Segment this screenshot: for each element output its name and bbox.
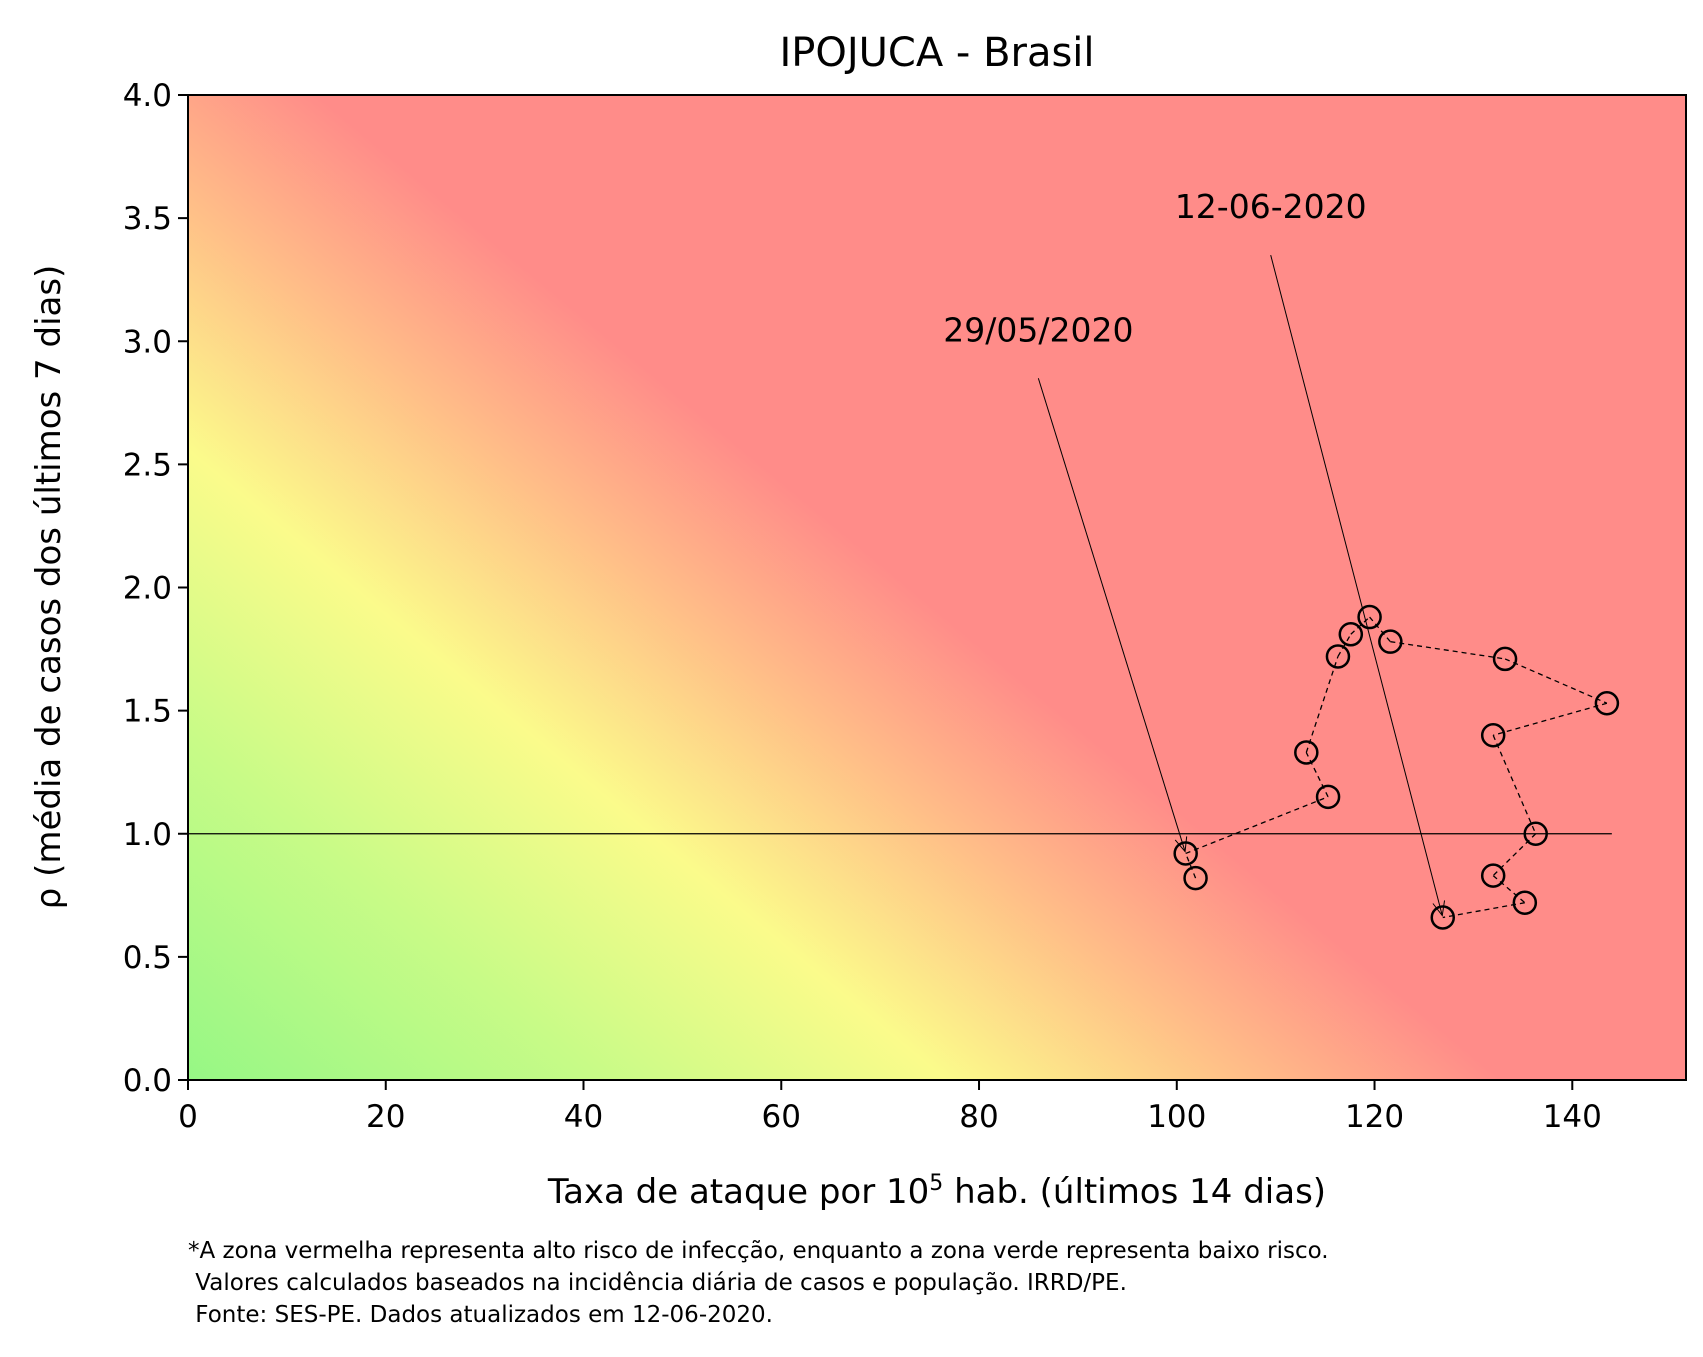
x-tick-label: 40 <box>564 1099 603 1135</box>
annotation-arrows <box>1037 254 1446 917</box>
data-point <box>1378 629 1403 654</box>
annotation-label: 12-06-2020 <box>1175 187 1367 226</box>
y-axis: 0.0 0.5 1.0 1.5 2.0 2.5 3.0 3.5 4.0 <box>123 78 188 1099</box>
y-tick-label: 1.5 <box>123 694 172 730</box>
x-tick-label: 60 <box>762 1099 801 1135</box>
x-axis: 0 20 40 60 80 100 120 140 <box>178 1080 1602 1135</box>
x-tick-label: 100 <box>1147 1099 1206 1135</box>
connector-segment <box>1350 616 1371 635</box>
data-point <box>1325 644 1351 669</box>
connector-segment <box>1504 658 1608 704</box>
connector-segment <box>1185 796 1329 855</box>
x-tick-label: 0 <box>178 1099 198 1135</box>
y-tick-label: 0.0 <box>123 1063 172 1099</box>
footnote-line: Valores calculados baseados na incidênci… <box>188 1270 1127 1296</box>
connector-segment <box>1185 853 1197 879</box>
data-points <box>1173 604 1620 930</box>
data-point <box>1294 740 1319 765</box>
x-tick-label: 80 <box>959 1099 998 1135</box>
y-tick-label: 2.5 <box>123 447 172 483</box>
connector-lines <box>1185 616 1608 919</box>
annotation-arrow <box>1037 378 1186 852</box>
connector-segment <box>1492 875 1526 904</box>
annotation-arrowhead <box>1174 836 1188 853</box>
connector-segment <box>1390 641 1506 660</box>
x-tick-label: 120 <box>1345 1099 1404 1135</box>
footnote-line: *A zona vermelha representa alto risco d… <box>188 1238 1329 1264</box>
footnote: *A zona vermelha representa alto risco d… <box>188 1238 1329 1328</box>
data-point <box>1315 784 1341 810</box>
plot-layer <box>188 604 1620 930</box>
chart-title: IPOJUCA - Brasil <box>779 30 1094 76</box>
y-tick-label: 0.5 <box>123 940 172 976</box>
y-axis-title: ρ (média de casos dos últimos 7 dias) <box>29 265 69 910</box>
data-point <box>1357 604 1382 630</box>
data-point <box>1594 690 1620 716</box>
x-tick-label: 20 <box>366 1099 405 1135</box>
data-point <box>1480 863 1506 888</box>
y-tick-label: 1.0 <box>123 817 172 853</box>
annotation-labels: 29/05/2020 12-06-2020 <box>943 187 1366 349</box>
data-point <box>1480 723 1506 748</box>
y-tick-label: 2.0 <box>123 571 172 607</box>
x-tick-label: 140 <box>1543 1099 1602 1135</box>
y-tick-label: 3.0 <box>123 324 172 360</box>
annotation-arrow <box>1270 254 1443 916</box>
connector-segment <box>1493 702 1608 736</box>
connector-segment <box>1337 633 1352 657</box>
data-point <box>1183 865 1208 891</box>
footnote-line: Fonte: SES-PE. Dados atualizados em 12-0… <box>188 1302 773 1328</box>
y-tick-label: 4.0 <box>123 78 172 114</box>
annotation-arrowhead <box>1432 900 1446 917</box>
data-point <box>1430 905 1456 930</box>
data-point <box>1523 821 1548 846</box>
y-tick-label: 3.5 <box>123 201 172 237</box>
data-point <box>1512 890 1538 915</box>
connector-segment <box>1442 902 1525 919</box>
data-point <box>1338 622 1364 647</box>
risk-gradient-background <box>188 95 1686 1080</box>
connector-segment <box>1305 656 1339 753</box>
x-axis-title: Taxa de ataque por 105 hab. (últimos 14 … <box>547 1171 1326 1212</box>
data-point <box>1492 646 1518 672</box>
annotation-label: 29/05/2020 <box>943 310 1133 349</box>
